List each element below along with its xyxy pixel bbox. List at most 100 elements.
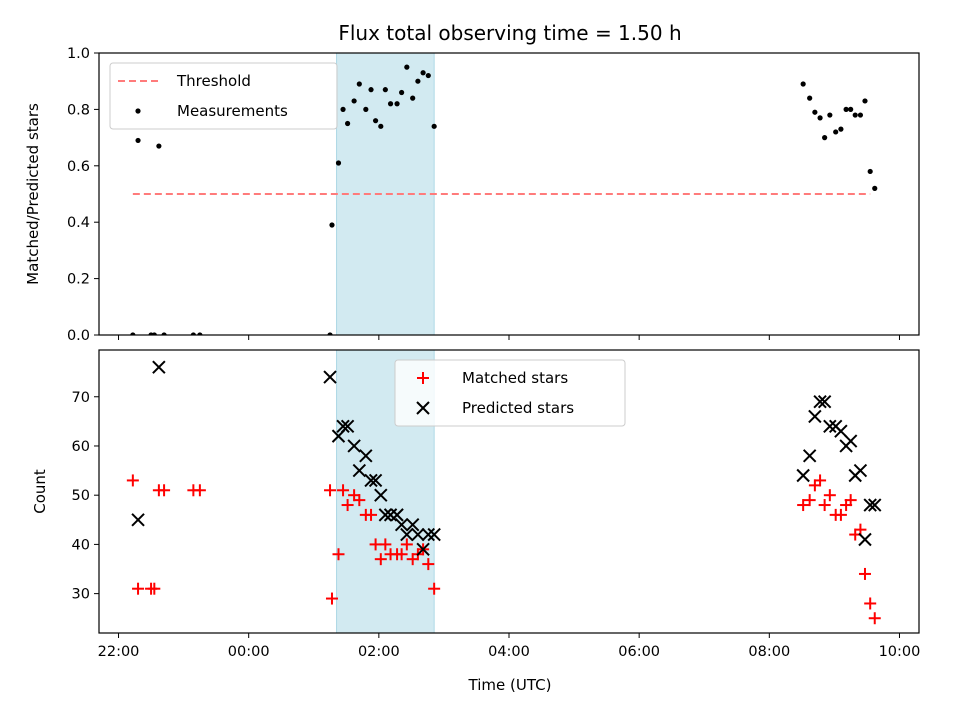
data-point (848, 106, 854, 112)
legend: Threshold Measurements (109, 62, 338, 130)
data-point (341, 499, 354, 512)
data-point (405, 518, 420, 532)
data-point (359, 449, 373, 463)
x-tick-label: 06:00 (618, 644, 660, 660)
data-point (351, 98, 357, 104)
data-point (378, 508, 393, 522)
data-point (838, 126, 844, 132)
legend-label: Threshold (176, 72, 251, 90)
marker-stroke (378, 508, 393, 522)
legend-box (109, 62, 338, 130)
data-point (363, 106, 369, 112)
data-point (345, 120, 351, 127)
data-point (399, 89, 405, 96)
data-point (126, 474, 139, 487)
legend-label: Matched stars (462, 369, 568, 387)
data-point (803, 494, 816, 507)
data-point (335, 160, 342, 166)
data-point (833, 129, 839, 135)
data-point (368, 87, 374, 93)
x-tick-label: 04:00 (488, 644, 530, 660)
data-point (152, 360, 166, 374)
data-point (431, 123, 437, 129)
y-tick-label: 40 (72, 537, 90, 553)
data-point (400, 527, 414, 542)
data-point (382, 87, 388, 93)
data-point (823, 419, 837, 433)
marker-stroke (813, 394, 827, 409)
data-point (843, 106, 849, 112)
legend-marker (416, 401, 430, 415)
x-tick-label: 10:00 (879, 644, 921, 660)
x-tick-label: 02:00 (358, 644, 400, 660)
data-point (340, 419, 355, 433)
marker-stroke (411, 527, 425, 542)
data-point (852, 112, 858, 118)
data-points (130, 64, 878, 335)
data-point (135, 137, 141, 144)
marker-stroke (323, 370, 337, 384)
data-point (857, 112, 864, 118)
data-point (395, 548, 408, 561)
data-point (193, 484, 206, 497)
y-axis-label: Matched/Predicted stars (24, 103, 42, 285)
data-point (323, 370, 337, 384)
data-point (368, 473, 383, 488)
marker-stroke (390, 508, 404, 522)
data-point (404, 64, 410, 70)
data-point (822, 135, 828, 141)
y-tick-label: 70 (72, 390, 90, 406)
data-point (352, 463, 367, 478)
marker-stroke (817, 394, 832, 409)
data-point (823, 489, 836, 502)
y-tick-label: 50 (72, 488, 90, 504)
marker-stroke (863, 498, 877, 512)
data-point (383, 508, 398, 522)
data-point (400, 538, 413, 551)
data-point (428, 582, 441, 595)
data-point (337, 484, 350, 497)
ratio-panel: 0.0 0.2 0.4 0.6 0.8 1.0 Matched/Predicted star… (24, 46, 920, 344)
marker-stroke (336, 419, 350, 433)
data-point (156, 143, 162, 149)
legend: Matched stars Predicted stars (394, 359, 626, 427)
y-axis-label: Count (31, 469, 49, 514)
data-point (415, 78, 421, 84)
data-point (148, 582, 161, 595)
data-point (800, 81, 806, 87)
legend-box (394, 359, 626, 427)
data-point (132, 582, 145, 595)
chart-title: Flux total observing time = 1.50 h (338, 21, 681, 45)
marker-stroke (427, 527, 441, 542)
marker-stroke (400, 527, 414, 542)
marker-stroke (347, 439, 361, 453)
y-tick-label: 30 (72, 587, 90, 603)
data-point (807, 95, 813, 101)
data-point (872, 185, 878, 191)
data-point (802, 449, 817, 463)
data-point (834, 508, 847, 521)
marker-stroke (421, 527, 436, 542)
data-point (425, 72, 431, 79)
series-matched-stars (126, 474, 881, 625)
data-point (827, 112, 833, 118)
data-point (867, 168, 873, 175)
data-point (868, 498, 882, 512)
marker-stroke (374, 488, 388, 502)
data-point (387, 101, 394, 107)
data-point (410, 95, 416, 101)
data-point (378, 123, 384, 129)
data-point (394, 518, 409, 532)
marker-stroke (394, 518, 409, 532)
marker-stroke (796, 468, 810, 483)
data-point (814, 474, 827, 487)
data-point (131, 513, 145, 527)
y-tick-label: 0.6 (67, 159, 90, 175)
data-point (390, 508, 404, 522)
data-point (427, 527, 441, 542)
data-point (422, 558, 435, 571)
data-point (336, 419, 350, 433)
legend-label: Measurements (177, 102, 288, 120)
data-point (813, 394, 827, 409)
marker-stroke (416, 542, 430, 557)
